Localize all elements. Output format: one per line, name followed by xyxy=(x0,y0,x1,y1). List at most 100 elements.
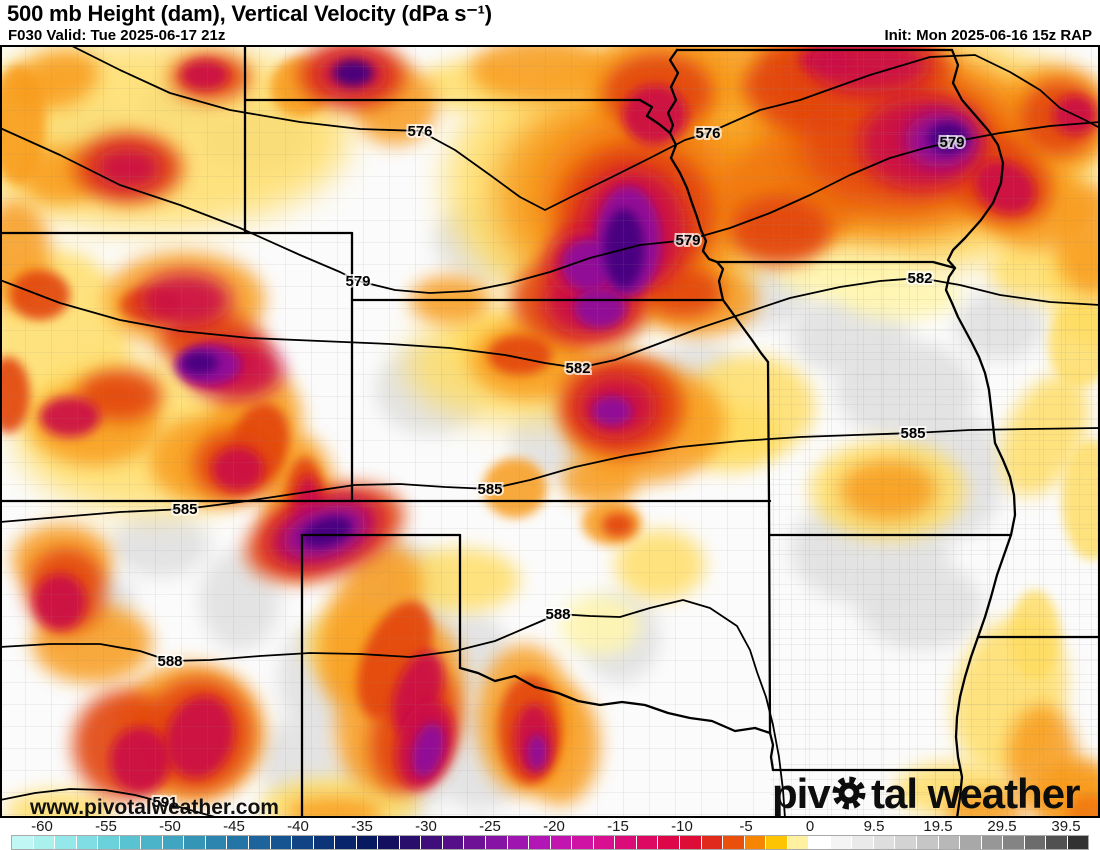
forecast-valid-label: F030 Valid: Tue 2025-06-17 21z xyxy=(8,27,226,44)
state-border xyxy=(458,666,772,735)
colorbar-cell xyxy=(421,836,442,849)
colorbar-tick: -25 xyxy=(479,818,501,835)
height-contour-591 xyxy=(0,788,236,819)
colorbar-cell xyxy=(76,836,98,849)
colorbar-tick: 9.5 xyxy=(863,818,885,835)
colorbar-cell xyxy=(335,836,356,849)
colorbar-cell xyxy=(981,836,1003,849)
colorbar-tick: -40 xyxy=(287,818,309,835)
contour-label-585: 585 xyxy=(900,425,925,442)
contour-label-588: 588 xyxy=(545,606,570,623)
colorbar-cell xyxy=(1003,836,1024,849)
contour-label-579: 579 xyxy=(345,273,370,290)
colorbar-cell xyxy=(1067,836,1089,849)
colorbar-tick: -50 xyxy=(159,818,181,835)
state-borders-layer xyxy=(0,43,1100,820)
contour-label-579: 579 xyxy=(939,134,964,151)
height-contour-576 xyxy=(69,44,1100,211)
colorbar-cell xyxy=(766,836,787,849)
county-grid-east xyxy=(770,262,1100,818)
colorbar-cell xyxy=(895,836,916,849)
contour-label-579: 579 xyxy=(675,232,700,249)
state-border xyxy=(944,48,1017,820)
colorbar-cell xyxy=(486,836,507,849)
contour-label-582: 582 xyxy=(907,270,932,287)
colorbar-cell xyxy=(572,836,593,849)
colorbar-cell xyxy=(399,836,421,849)
colorbar-cell xyxy=(442,836,464,849)
colorbar-cell xyxy=(98,836,119,849)
colorbar-cell xyxy=(593,836,615,849)
model-init-label: Init: Mon 2025-06-16 15z RAP xyxy=(884,27,1092,44)
colorbar-tick: -60 xyxy=(31,818,53,835)
colorbar-tick: -20 xyxy=(543,818,565,835)
contour-labels-layer: 576 576 579 579 579 582 582 585 585 585 588 588 591 xyxy=(150,121,966,813)
contour-label-585: 585 xyxy=(477,481,502,498)
height-contour-579 xyxy=(0,121,1100,294)
contour-label-576: 576 xyxy=(695,125,720,142)
colorbar-cell xyxy=(550,836,572,849)
colorbar-cell xyxy=(1024,836,1046,849)
colorbar: -60 -55 -50 -45 -40 -35 -30 -25 -20 -15 -10 -5 0 9.5 1… xyxy=(0,818,1100,850)
colorbar-tick: -15 xyxy=(607,818,629,835)
colorbar-cell xyxy=(162,836,184,849)
gear-icon xyxy=(832,776,866,810)
colorbar-cell xyxy=(658,836,679,849)
colorbar-cell xyxy=(33,836,55,849)
colorbar-cell xyxy=(119,836,141,849)
state-border xyxy=(666,48,680,135)
colorbar-cell xyxy=(830,836,852,849)
colorbar-cell xyxy=(141,836,162,849)
colorbar-tick: -55 xyxy=(95,818,117,835)
colorbar-cell xyxy=(938,836,960,849)
height-contours-layer xyxy=(0,44,1100,819)
colorbar-cell xyxy=(1046,836,1067,849)
colorbar-tick: 19.5 xyxy=(923,818,953,835)
map-frame xyxy=(0,45,1100,818)
colorbar-cell xyxy=(249,836,270,849)
colorbar-cell xyxy=(787,836,809,849)
colorbar-cell xyxy=(184,836,205,849)
colorbar-cell xyxy=(205,836,227,849)
colorbar-cell xyxy=(313,836,335,849)
colorbar-tick: -45 xyxy=(223,818,245,835)
svg-text:tal weather: tal weather xyxy=(871,770,1080,817)
colorbar-scale xyxy=(11,835,1089,850)
colorbar-cell xyxy=(227,836,249,849)
colorbar-cell xyxy=(723,836,744,849)
colorbar-cell xyxy=(916,836,938,849)
colorbar-cell xyxy=(270,836,292,849)
colorbar-cell xyxy=(636,836,658,849)
colorbar-tick: 0 xyxy=(805,818,815,835)
colorbar-cell xyxy=(464,836,486,849)
contour-label-582: 582 xyxy=(565,360,590,377)
pivotalweather-logo: piv tal weather xyxy=(772,770,1081,817)
height-contour-582 xyxy=(0,277,1100,369)
state-border xyxy=(768,731,775,772)
colorbar-cell xyxy=(292,836,313,849)
colorbar-cell xyxy=(356,836,378,849)
colorbar-tick-labels: -60 -55 -50 -45 -40 -35 -30 -25 -20 -15 -10 -5 0 9.5 1… xyxy=(0,818,1100,835)
state-border xyxy=(715,260,957,270)
colorbar-cell xyxy=(507,836,529,849)
colorbar-cell xyxy=(960,836,981,849)
header: 500 mb Height (dam), Vertical Velocity (… xyxy=(0,0,1100,45)
county-grid-iowa xyxy=(677,50,952,262)
page-title: 500 mb Height (dam), Vertical Velocity (… xyxy=(7,1,492,26)
contour-label-576: 576 xyxy=(407,123,432,140)
weather-map: 576 576579579579582582585585585588588591 … xyxy=(0,25,1100,841)
colorbar-cell xyxy=(701,836,723,849)
colorbar-cell xyxy=(615,836,636,849)
colorbar-tick: -5 xyxy=(739,818,753,835)
colorbar-cell xyxy=(12,836,33,849)
colorbar-cell xyxy=(55,836,76,849)
colorbar-tick: 39.5 xyxy=(1051,818,1081,835)
colorbar-tick: -35 xyxy=(351,818,373,835)
colorbar-tick: 29.5 xyxy=(987,818,1017,835)
map-area: 576 576 579 579 579 582 582 585 585 585 588 588 591 … xyxy=(0,25,1100,841)
colorbar-cell xyxy=(744,836,766,849)
contour-label-591: 591 xyxy=(152,794,177,811)
height-contour-585 xyxy=(0,427,1100,523)
colorbar-tick: -30 xyxy=(415,818,437,835)
